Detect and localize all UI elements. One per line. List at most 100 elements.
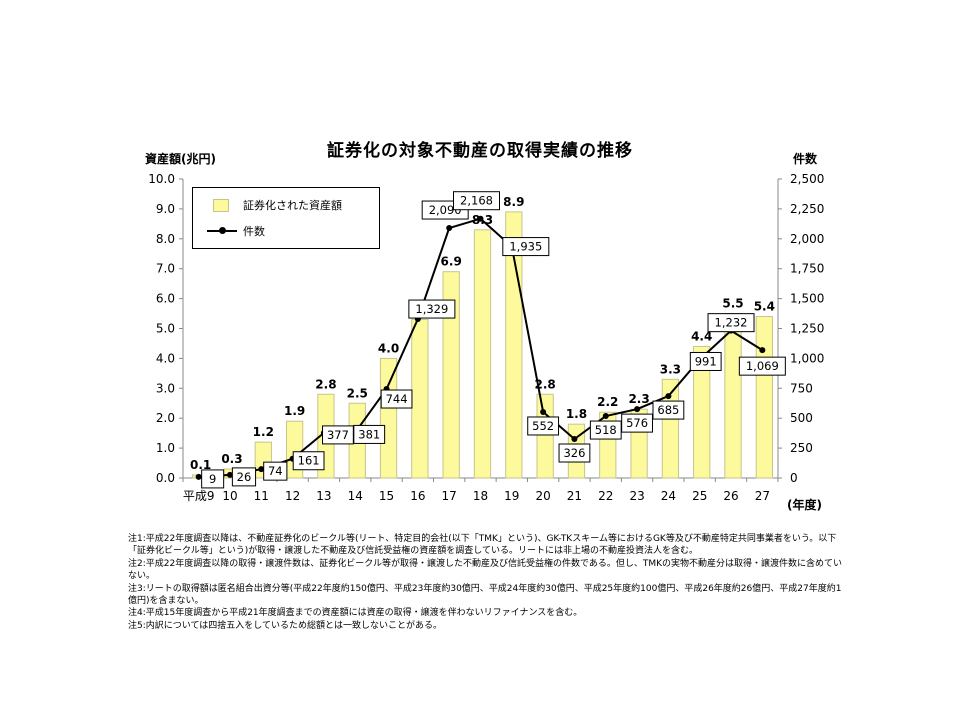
left-tick-label: 3.0 (156, 381, 175, 395)
x-tick-label: 10 (222, 489, 237, 503)
count-marker (665, 393, 672, 400)
count-marker (477, 215, 484, 222)
right-tick-label: 1,750 (790, 262, 824, 276)
count-marker (540, 408, 547, 415)
count-marker (195, 473, 202, 480)
right-axis-label: 件数 (793, 152, 818, 166)
count-marker (571, 436, 578, 443)
footnote-4: 注4:平成15年度調査から平成21年度調査までの資産額には資産の取得・譲渡を伴わ… (128, 608, 583, 619)
count-label-box (689, 351, 722, 371)
bar-value-label: 2.2 (597, 395, 618, 409)
x-tick-label: 24 (661, 489, 676, 503)
x-tick-label: 22 (598, 489, 613, 503)
count-value-label: 74 (268, 464, 283, 478)
count-value-label: 685 (657, 403, 679, 417)
bar-value-label: 5.5 (722, 297, 743, 311)
bar-value-label: 6.9 (441, 255, 462, 269)
count-label-box (353, 424, 386, 444)
bar (473, 229, 492, 479)
bar-value-label: 8.9 (503, 195, 524, 209)
x-tick-label: 17 (442, 489, 457, 503)
left-tick-label: 2.0 (156, 411, 175, 425)
left-tick-label: 1.0 (156, 441, 175, 455)
count-marker (446, 225, 453, 232)
bar-value-label: 1.8 (566, 407, 587, 421)
count-marker (226, 471, 233, 478)
count-value-label: 744 (386, 392, 408, 406)
left-tick-label: 4.0 (156, 351, 175, 365)
x-unit-label: (年度) (787, 498, 822, 512)
left-tick-label: 5.0 (156, 322, 175, 336)
x-tick-label: 20 (535, 489, 550, 503)
count-value-label: 518 (595, 423, 617, 437)
count-value-label: 1,232 (715, 316, 748, 330)
count-label-box (263, 461, 288, 481)
x-tick-label: 12 (285, 489, 300, 503)
count-marker (258, 466, 265, 473)
count-marker (602, 413, 609, 420)
legend-line-marker (219, 227, 226, 234)
x-tick-label: 14 (348, 489, 363, 503)
x-tick-label: 26 (723, 489, 738, 503)
count-value-label: 2,168 (460, 194, 493, 208)
x-tick-label: 18 (473, 489, 488, 503)
count-value-label: 576 (626, 416, 648, 430)
bar-value-label: 3.3 (660, 362, 681, 376)
count-marker (634, 406, 641, 413)
x-tick-label: 平成9 (183, 489, 215, 503)
left-tick-label: 0.0 (156, 471, 175, 485)
right-tick-label: 2,250 (790, 202, 824, 216)
x-tick-label: 27 (755, 489, 770, 503)
count-label-box (322, 425, 354, 445)
right-tick-label: 750 (790, 381, 813, 395)
bar-value-label: 2.8 (315, 377, 336, 391)
count-value-label: 381 (358, 427, 380, 441)
count-label-box (292, 451, 325, 471)
right-tick-label: 250 (790, 441, 813, 455)
left-axis-label: 資産額(兆円) (145, 152, 216, 166)
count-label-box (201, 469, 225, 489)
footnote-3: 注3:リートの取得額は匿名組合出資分等(平成22年度約150億円、平成23年度約… (128, 583, 842, 607)
count-label-box (380, 389, 413, 409)
bar (442, 271, 460, 479)
bar (693, 345, 711, 479)
bar (724, 313, 742, 479)
count-label-box (453, 191, 500, 211)
x-tick-label: 23 (629, 489, 644, 503)
count-label-box (558, 443, 591, 463)
count-label-box (707, 313, 755, 333)
left-tick-label: 10.0 (148, 172, 175, 186)
count-label-box (738, 356, 786, 376)
count-value-label: 1,069 (746, 359, 779, 373)
count-label-box (502, 237, 550, 257)
footnotes: 注1:平成22年度調査以降は、不動産証券化のビークル等(リート、特定目的会社(以… (128, 533, 848, 632)
bar-value-label: 2.5 (347, 386, 368, 400)
x-tick-label: 15 (379, 489, 394, 503)
right-tick-label: 1,250 (790, 322, 824, 336)
count-value-label: 991 (695, 354, 717, 368)
bar (411, 319, 429, 479)
bar-value-label: 0.1 (190, 458, 211, 472)
legend-bar-label: 証券化された資産額 (243, 199, 342, 212)
right-tick-label: 2,500 (790, 172, 824, 186)
count-value-label: 161 (298, 454, 320, 468)
count-value-label: 552 (532, 419, 554, 433)
legend-line-label: 件数 (243, 225, 265, 238)
count-value-label: 326 (563, 446, 585, 460)
count-label-box (589, 420, 622, 440)
bar-value-label: 1.9 (284, 404, 305, 418)
count-marker (759, 347, 766, 354)
bar-value-label: 0.3 (221, 452, 242, 466)
count-label-box (408, 299, 456, 319)
count-value-label: 377 (327, 428, 349, 442)
bar-value-label: 4.0 (378, 341, 399, 355)
bar-value-label: 1.2 (253, 425, 274, 439)
count-label-box (621, 413, 653, 433)
left-tick-label: 9.0 (156, 202, 175, 216)
bar (379, 357, 398, 479)
count-value-label: 9 (209, 472, 216, 486)
left-tick-label: 6.0 (156, 292, 175, 306)
bar-value-label: 5.4 (754, 300, 775, 314)
x-tick-label: 11 (254, 489, 269, 503)
